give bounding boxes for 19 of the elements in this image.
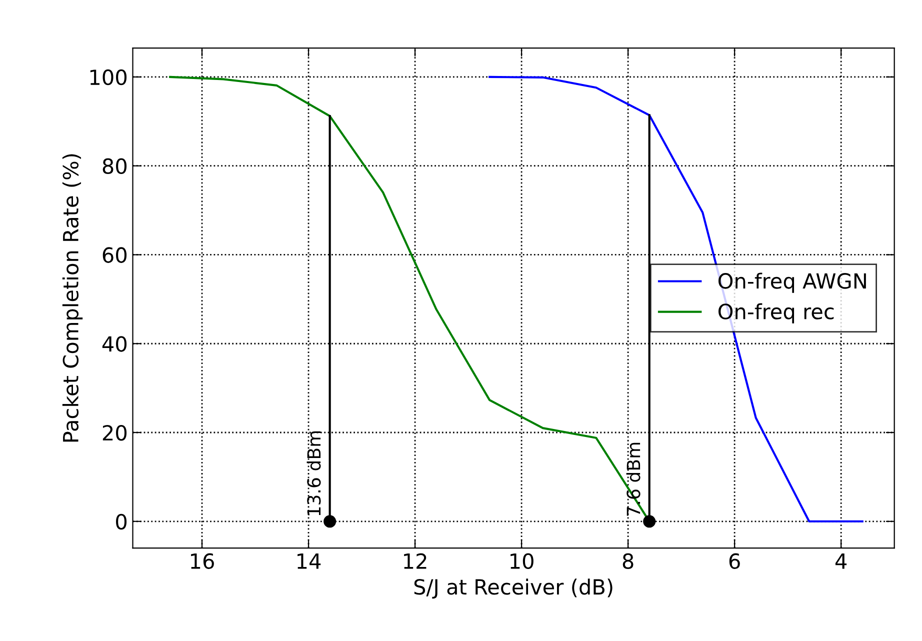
- y-tick-label: 0: [116, 514, 127, 530]
- annotation: 7.6 dBm: [626, 442, 640, 516]
- x-tick-label: 14: [298, 554, 321, 569]
- y-axis-title: Packet Completion Rate (%): [62, 154, 83, 442]
- legend-label: On-freq AWGN: [718, 272, 866, 293]
- y-tick-label: 60: [102, 247, 127, 263]
- x-axis-title: S/J at Receiver (dB): [414, 578, 612, 599]
- x-tick-label: 10: [510, 553, 534, 570]
- y-tick-label: 20: [102, 424, 127, 441]
- y-tick-label: 80: [102, 158, 127, 174]
- y-tick-label: 100: [90, 69, 127, 86]
- legend-label: On-freq rec: [718, 303, 834, 324]
- x-tick-label: 12: [404, 553, 426, 569]
- x-tick-label: 16: [191, 553, 214, 570]
- x-tick-label: 8: [622, 553, 634, 570]
- annotation: 13.6 dBm: [306, 431, 321, 516]
- x-tick-label: 4: [835, 554, 847, 569]
- x-tick-label: 6: [729, 553, 740, 570]
- y-tick-label: 40: [102, 336, 127, 352]
